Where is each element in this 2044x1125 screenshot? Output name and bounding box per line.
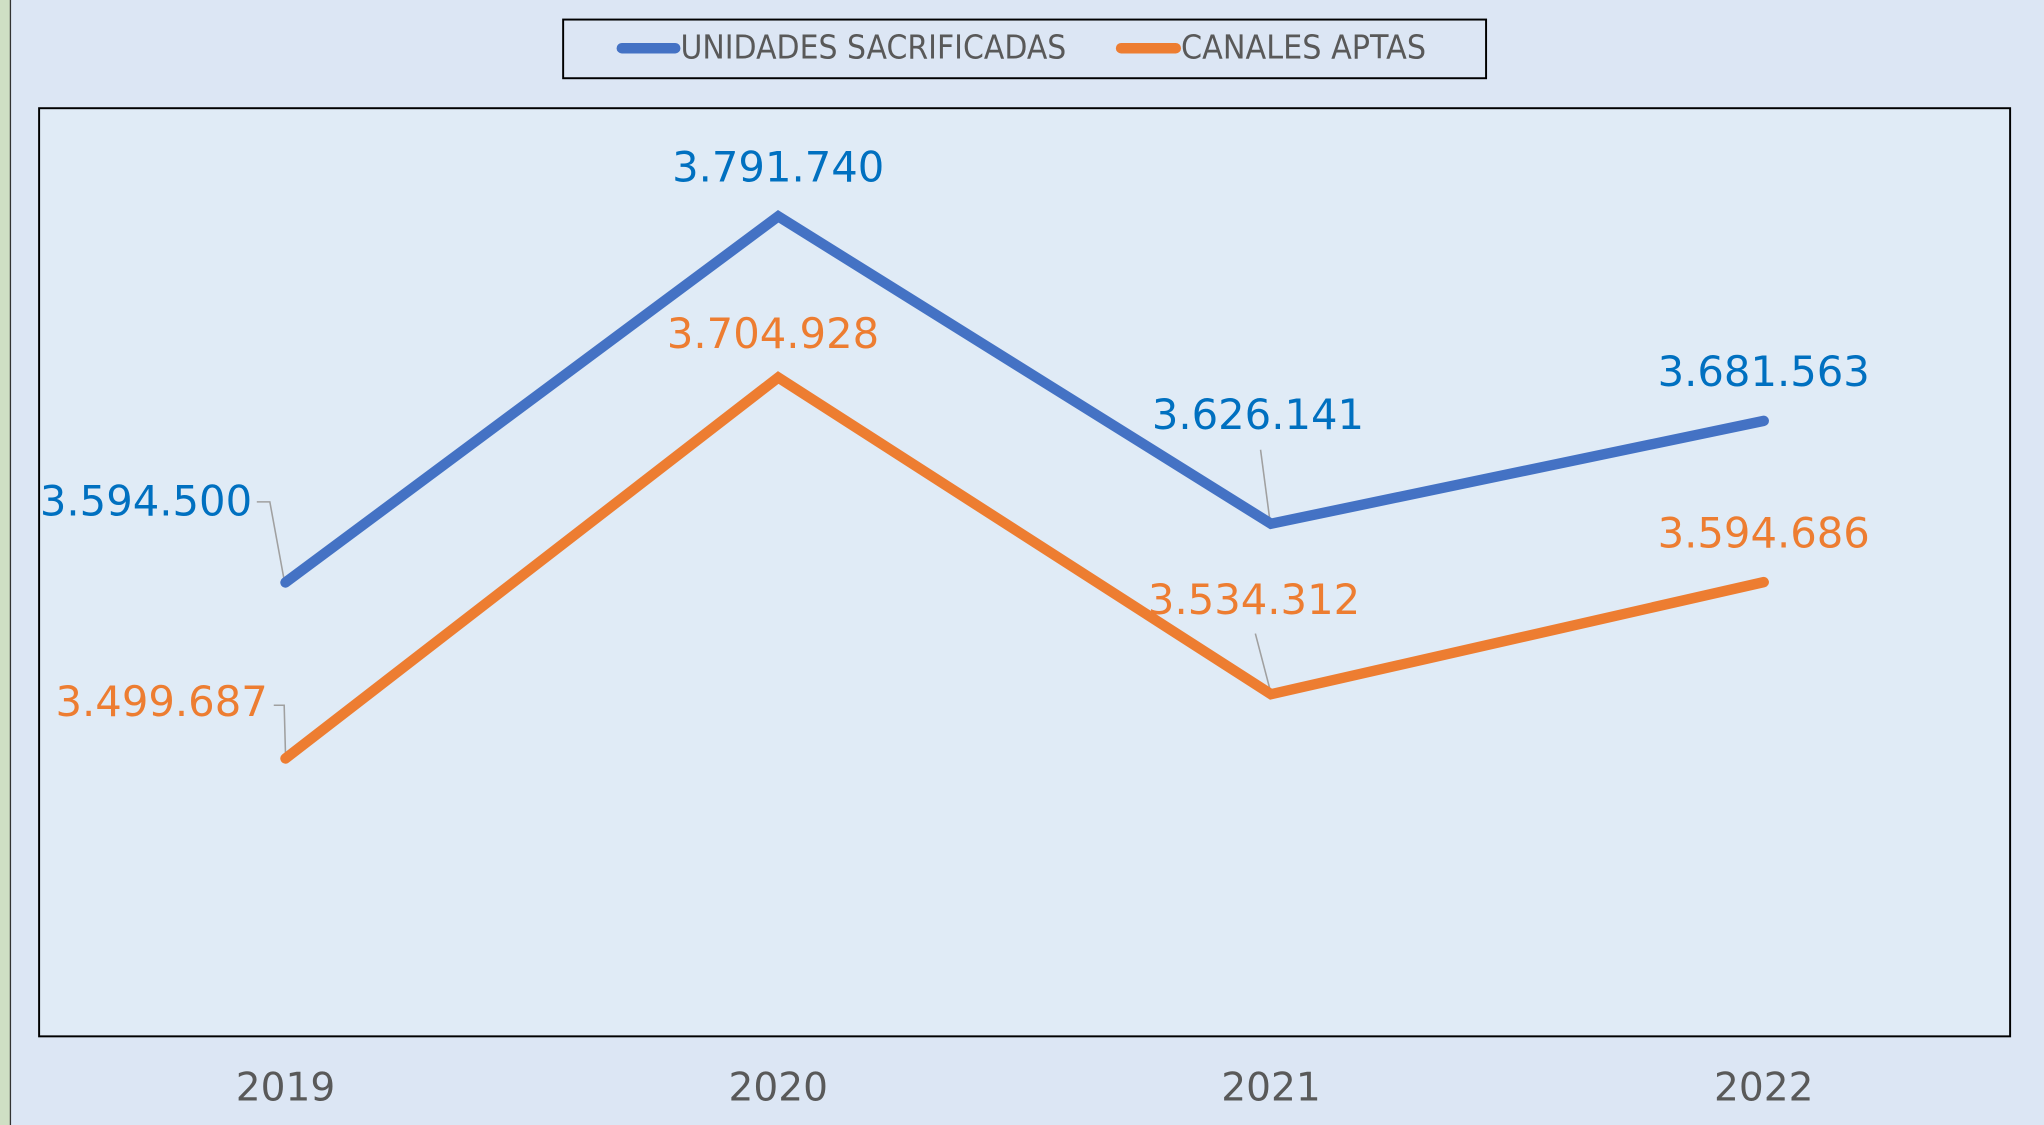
series-line — [280, 210, 1769, 588]
series-line — [280, 371, 1769, 764]
data-label: 3.704.928 — [667, 309, 879, 358]
leader-line — [1254, 633, 1271, 689]
leader-line — [273, 704, 287, 754]
legend-label: CANALES APTAS — [1181, 29, 1426, 67]
leader-line — [1259, 449, 1271, 519]
x-tick-label: 2019 — [236, 1065, 335, 1110]
legend-box — [562, 18, 1488, 80]
data-label: 3.594.686 — [1658, 509, 1870, 558]
legend-label: UNIDADES SACRIFICADAS — [680, 29, 1066, 67]
x-tick-label: 2020 — [728, 1065, 828, 1110]
data-label: 3.791.740 — [672, 143, 884, 192]
data-label: 3.626.141 — [1152, 390, 1364, 439]
x-tick-label: 2021 — [1221, 1065, 1321, 1110]
x-tick-label: 2022 — [1714, 1065, 1813, 1110]
plot-area — [38, 107, 2012, 1038]
data-label: 3.681.563 — [1658, 347, 1870, 396]
data-label: 3.499.687 — [56, 677, 268, 726]
data-label: 3.534.312 — [1148, 575, 1360, 624]
data-label: 3.594.500 — [40, 476, 252, 525]
left-edge — [0, 0, 11, 1125]
leader-lines — [256, 449, 1271, 754]
leader-line — [256, 501, 285, 581]
